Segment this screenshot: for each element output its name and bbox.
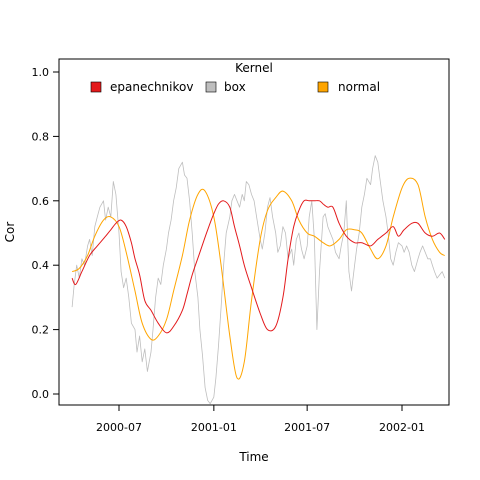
series-layer <box>71 155 446 405</box>
legend-label-normal: normal <box>338 80 380 94</box>
plot-frame <box>58 58 450 406</box>
series-line-normal <box>71 177 446 380</box>
x-tick-label: 2000-07 <box>96 421 142 434</box>
x-tick-label: 2002-01 <box>379 421 425 434</box>
y-tick-label: 1.0 <box>32 66 50 79</box>
series-line-epanechnikov <box>71 199 446 334</box>
y-axis-title: Cor <box>3 222 17 243</box>
legend-swatch-epanechnikov <box>90 81 102 93</box>
y-tick-label: 0.0 <box>32 388 50 401</box>
x-tick-label: 2001-07 <box>284 421 330 434</box>
y-tick-label: 0.2 <box>32 324 50 337</box>
legend-title: Kernel <box>235 61 273 75</box>
axes-layer: 0.0 0.2 0.4 0.6 0.8 1.0 2000-07 2001-01 2001-07 2… <box>32 66 425 434</box>
x-axis-title: Time <box>238 450 268 464</box>
y-tick-label: 0.4 <box>32 259 50 272</box>
legend-label-box: box <box>224 80 246 94</box>
series-line-box <box>71 155 446 405</box>
legend-swatch-box <box>205 81 217 93</box>
y-tick-label: 0.8 <box>32 130 50 143</box>
legend-label-epanechnikov: epanechnikov <box>110 80 193 94</box>
x-tick-label: 2001-01 <box>191 421 237 434</box>
legend-swatch-normal <box>317 81 329 93</box>
y-tick-label: 0.6 <box>32 195 50 208</box>
legend: Kernel epanechnikov box normal <box>90 61 380 94</box>
